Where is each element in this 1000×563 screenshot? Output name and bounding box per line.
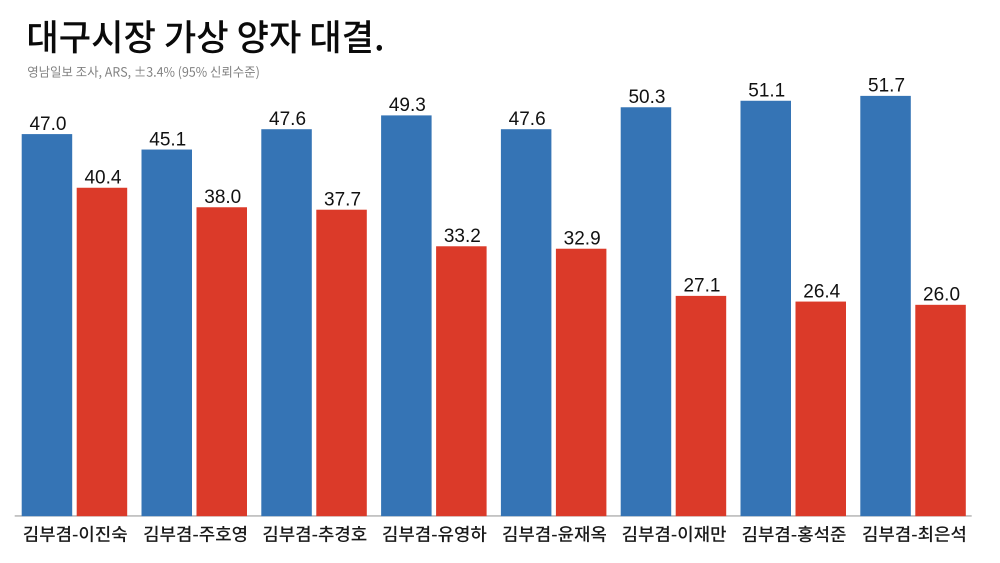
svg-text:26.4: 26.4 <box>803 281 840 302</box>
svg-text:32.9: 32.9 <box>564 229 601 250</box>
svg-text:51.1: 51.1 <box>748 81 785 102</box>
svg-text:26.0: 26.0 <box>923 285 960 306</box>
svg-text:40.4: 40.4 <box>84 168 121 189</box>
svg-text:27.1: 27.1 <box>683 276 720 297</box>
svg-text:38.0: 38.0 <box>204 187 241 208</box>
svg-text:47.0: 47.0 <box>29 114 66 135</box>
svg-text:47.6: 47.6 <box>509 109 546 130</box>
svg-text:37.7: 37.7 <box>324 190 361 211</box>
svg-text:33.2: 33.2 <box>444 226 481 247</box>
svg-text:45.1: 45.1 <box>149 129 186 150</box>
svg-text:50.3: 50.3 <box>628 87 665 108</box>
svg-text:47.6: 47.6 <box>269 109 306 130</box>
svg-text:51.7: 51.7 <box>868 76 905 97</box>
svg-text:49.3: 49.3 <box>389 95 426 116</box>
